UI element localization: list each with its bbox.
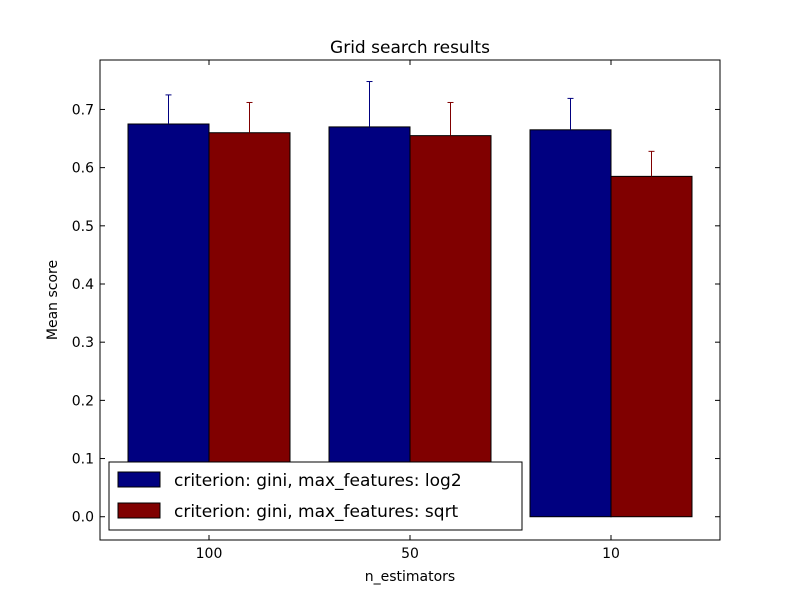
bar-10-series-1	[610, 175, 693, 518]
bar-100-series-0	[127, 123, 210, 518]
y-tick-label-0: 0.0	[72, 510, 94, 526]
legend-swatch-sqrt	[117, 502, 161, 519]
bar-50-series-0	[328, 126, 411, 518]
y-axis-label: Mean score	[45, 260, 61, 340]
y-tick-label-2: 0.2	[72, 393, 94, 409]
error-bars-layer	[165, 81, 655, 177]
legend-swatch-log2	[117, 471, 161, 488]
x-tick-label-10: 10	[602, 546, 620, 562]
x-axis: 100 50 10	[196, 60, 620, 562]
bar-100-series-1	[208, 132, 291, 518]
x-tick-label-100: 100	[196, 546, 223, 562]
bar-50-series-1	[409, 135, 492, 518]
legend-entry-sqrt: criterion: gini, max_features: sqrt	[174, 502, 459, 522]
y-tick-label-4: 0.4	[72, 277, 94, 293]
legend-box	[108, 461, 523, 531]
y-axis: 0.0 0.1 0.2 0.3 0.4 0.5 0.6 0.7	[72, 102, 720, 526]
y-tick-label-6: 0.6	[72, 161, 94, 177]
x-axis-label: n_estimators	[365, 569, 455, 585]
legend-entry-log2: criterion: gini, max_features: log2	[174, 471, 462, 491]
bar-10-series-0	[529, 129, 612, 518]
x-tick-label-50: 50	[401, 546, 419, 562]
y-tick-label-3: 0.3	[72, 335, 94, 351]
legend: criterion: gini, max_features: log2 crit…	[108, 461, 523, 531]
y-tick-label-1: 0.1	[72, 452, 94, 468]
bars-layer	[127, 123, 693, 518]
chart-title: Grid search results	[330, 38, 490, 58]
y-tick-label-7: 0.7	[72, 102, 94, 118]
y-tick-label-5: 0.5	[72, 219, 94, 235]
